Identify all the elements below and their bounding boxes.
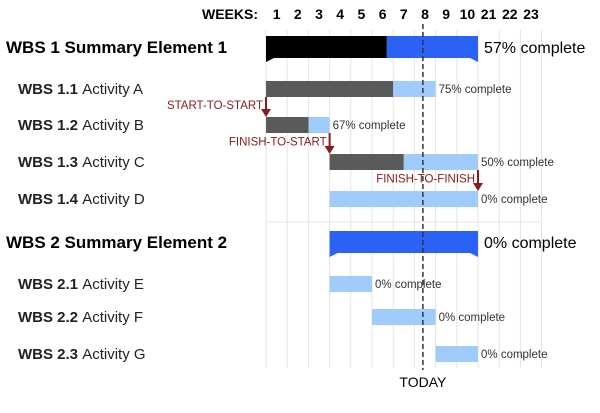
activity-bar-done xyxy=(266,81,394,97)
activity-name: Activity C xyxy=(82,154,145,171)
summary-bar-done xyxy=(266,36,387,62)
activity-label: WBS 2.1 Activity E xyxy=(18,276,144,293)
percent-complete-label: 0% complete xyxy=(481,349,547,361)
percent-complete-label: 50% complete xyxy=(481,157,554,169)
percent-complete-label: 75% complete xyxy=(439,84,512,96)
activity-label: WBS 1.2 Activity B xyxy=(18,117,144,134)
dependency-arrow-head xyxy=(324,146,335,154)
activity-bar-remaining xyxy=(329,191,478,207)
activity-name: Activity A xyxy=(82,81,143,98)
week-tick-label: 1 xyxy=(273,6,281,22)
activity-bar-remaining xyxy=(372,309,436,325)
dependencies: START-TO-START FINISH-TO-START FINISH-TO-F… xyxy=(167,97,483,191)
today-marker: TODAY xyxy=(399,24,447,390)
activity-name: Activity E xyxy=(82,276,144,293)
week-tick-label: 23 xyxy=(523,6,539,22)
percent-complete-label: 0% complete xyxy=(481,194,547,206)
percent-complete-label: 67% complete xyxy=(333,120,406,132)
week-tick-label: 7 xyxy=(400,6,408,22)
bars: 57% complete 75% complete 67% complete 50% … xyxy=(266,36,585,362)
activity-bar-remaining xyxy=(393,81,436,97)
weeks-label: WEEKS: xyxy=(202,6,258,22)
dependency-arrow-head xyxy=(261,109,271,117)
percent-complete-label: 57% complete xyxy=(484,40,585,57)
percent-complete-label: 0% complete xyxy=(484,235,577,252)
week-tick-label: 4 xyxy=(336,6,344,22)
week-tick-label: 6 xyxy=(379,6,387,22)
week-tick-label: 5 xyxy=(358,6,366,22)
dependency-label: START-TO-START xyxy=(167,100,263,112)
activity-label: WBS 2.3 Activity G xyxy=(18,346,146,363)
activity-id: WBS 2.1 xyxy=(18,276,82,293)
row-labels: WBS 1 Summary Element 1 WBS 1.1 Activity … xyxy=(6,38,227,363)
dependency-arrow-head xyxy=(473,183,483,191)
week-tick-label: 22 xyxy=(502,6,518,22)
activity-label: WBS 2.2 Activity F xyxy=(18,309,143,326)
activity-bar-remaining xyxy=(403,154,478,170)
activity-name: Activity G xyxy=(82,346,145,363)
dependency-label: FINISH-TO-START xyxy=(229,137,327,149)
activity-id: WBS 1.4 xyxy=(18,191,82,208)
week-tick-label: 10 xyxy=(460,6,476,22)
activity-label: WBS 1.4 Activity D xyxy=(18,191,145,208)
week-tick-label: 9 xyxy=(442,6,450,22)
activity-bar-done xyxy=(329,154,404,170)
activity-bar-remaining xyxy=(329,276,372,292)
activity-id: WBS 2.3 xyxy=(18,346,82,363)
week-header: WEEKS: 1 2 3 4 5 6 7 8 9 10 21 22 23 xyxy=(202,6,539,22)
week-tick-label: 3 xyxy=(315,6,323,22)
activity-bar-done xyxy=(266,117,309,133)
dependency-label: FINISH-TO-FINISH xyxy=(376,174,475,186)
percent-complete-label: 0% complete xyxy=(375,279,441,291)
activity-name: Activity B xyxy=(82,117,144,134)
summary-label: WBS 1 Summary Element 1 xyxy=(6,38,227,57)
activity-bar-remaining xyxy=(308,117,330,133)
activity-name: Activity F xyxy=(82,309,143,326)
activity-id: WBS 1.2 xyxy=(18,117,82,134)
activity-bar-remaining xyxy=(435,346,478,362)
activity-label: WBS 1.1 Activity A xyxy=(18,81,143,98)
week-tick-label: 8 xyxy=(421,6,429,22)
week-tick-label: 2 xyxy=(294,6,302,22)
week-tick-label: 21 xyxy=(481,6,497,22)
activity-id: WBS 1.1 xyxy=(18,81,82,98)
summary-label: WBS 2 Summary Element 2 xyxy=(6,233,227,252)
summary-bar-remaining xyxy=(329,231,478,257)
activity-id: WBS 2.2 xyxy=(18,309,82,326)
summary-bar-remaining xyxy=(386,36,478,62)
activity-label: WBS 1.3 Activity C xyxy=(18,154,145,171)
activity-name: Activity D xyxy=(82,191,145,208)
activity-id: WBS 1.3 xyxy=(18,154,82,171)
today-label: TODAY xyxy=(399,374,447,390)
percent-complete-label: 0% complete xyxy=(439,312,505,324)
